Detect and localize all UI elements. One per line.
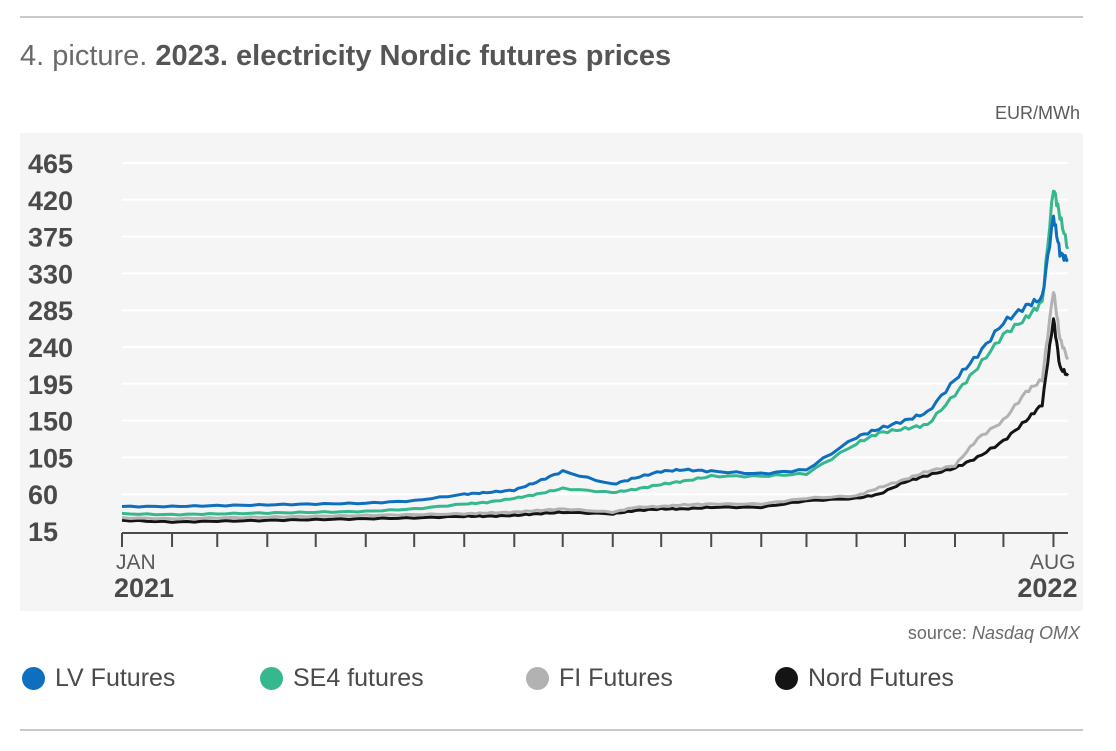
y-axis-ticks: 15 60 105 150 195 240 285 330 375 420 465: [28, 149, 73, 547]
series-line-se4-futures: [121, 189, 1070, 517]
legend-item-lv: LV Futures: [22, 664, 175, 693]
chart-title: 4. picture. 2023. electricity Nordic fut…: [20, 40, 671, 73]
source-label: source:: [907, 623, 967, 643]
legend: LV Futures SE4 futures FI Futures Nord F…: [22, 664, 1082, 694]
x-tick-month-aug: AUG: [1030, 551, 1076, 574]
y-tick-label-285: 285: [28, 296, 73, 326]
gridlines: [122, 162, 1068, 496]
y-tick-label-150: 150: [28, 407, 73, 437]
unit-label: EUR/MWh: [995, 103, 1080, 123]
y-tick-label-330: 330: [28, 259, 73, 289]
y-tick-label-375: 375: [28, 223, 73, 253]
y-tick-label-15: 15: [28, 517, 58, 547]
y-tick-label-420: 420: [28, 186, 73, 216]
legend-dot-se4: [260, 667, 283, 690]
series-line-lv-futures: [121, 214, 1069, 509]
series-lines: [121, 189, 1070, 524]
title-main: 2023. electricity Nordic futures prices: [155, 40, 672, 72]
plot-background: [20, 133, 1083, 611]
series-line-fi-futures: [121, 291, 1070, 521]
legend-item-fi: FI Futures: [526, 664, 673, 693]
x-tick-year-2021: 2021: [114, 573, 174, 603]
y-tick-label-60: 60: [28, 480, 58, 510]
y-tick-label-105: 105: [28, 443, 73, 473]
legend-item-se4: SE4 futures: [260, 664, 424, 693]
legend-dot-lv: [22, 667, 45, 690]
legend-label-se4: SE4 futures: [293, 664, 424, 692]
bottom-rule: [20, 729, 1083, 731]
source-name: Nasdaq OMX: [971, 623, 1080, 643]
legend-label-fi: FI Futures: [559, 664, 673, 692]
x-tick-month-jan: JAN: [116, 551, 156, 574]
legend-dot-nord: [775, 667, 798, 690]
series-line-nord-futures: [121, 317, 1070, 524]
legend-dot-fi: [526, 667, 549, 690]
y-tick-label-465: 465: [28, 149, 73, 179]
legend-label-nord: Nord Futures: [808, 664, 954, 692]
legend-label-lv: LV Futures: [55, 664, 176, 692]
legend-item-nord: Nord Futures: [775, 664, 954, 693]
top-rule: [20, 16, 1083, 18]
title-prefix: 4. picture.: [20, 40, 148, 72]
y-tick-label-240: 240: [28, 333, 73, 363]
source-note: source: Nasdaq OMX: [908, 623, 1080, 644]
y-tick-label-195: 195: [28, 370, 73, 400]
x-tick-year-2022: 2022: [1017, 573, 1077, 603]
